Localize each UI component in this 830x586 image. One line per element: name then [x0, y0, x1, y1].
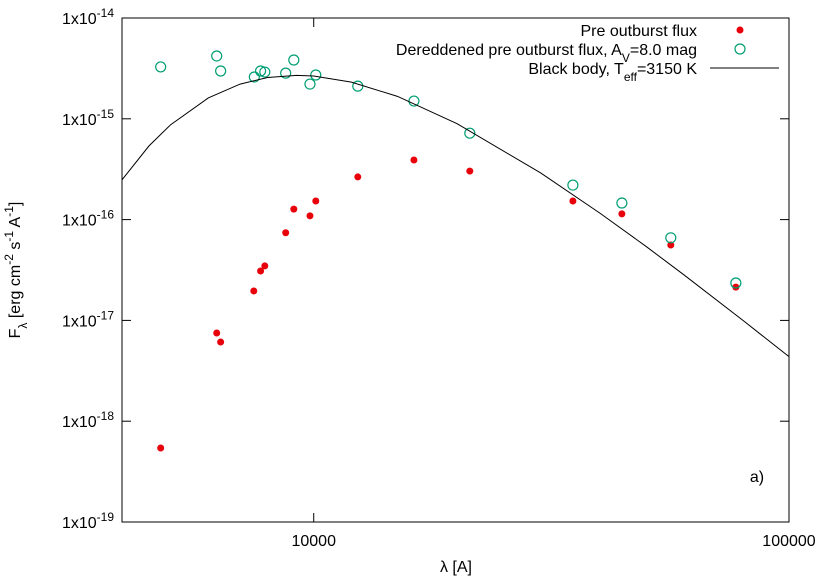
- y-tick-label: 1x10-17: [62, 308, 114, 330]
- text-segment: Black body, T: [528, 61, 624, 78]
- data-point: [248, 71, 260, 83]
- tick-base: 1x10: [62, 313, 97, 330]
- data-point: [290, 205, 298, 213]
- data-point: [667, 241, 675, 249]
- text-segment: -1: [2, 206, 16, 217]
- tick-base: 1x10: [62, 112, 97, 129]
- text-segment: -2: [2, 254, 16, 265]
- legend-symbol: [734, 43, 746, 55]
- data-point: [665, 232, 677, 244]
- text-segment: V: [622, 51, 630, 65]
- legend-label: Dereddened pre outburst flux, AV=8.0 mag: [396, 42, 697, 65]
- curve: [121, 74, 790, 358]
- legend-label: Pre outburst flux: [581, 23, 698, 40]
- data-point: [215, 65, 227, 77]
- data-point: [618, 210, 626, 218]
- data-point: [250, 287, 258, 295]
- data-point: [354, 173, 362, 181]
- data-point: [261, 262, 269, 270]
- tick-base: 1x10: [62, 213, 97, 230]
- data-point: [569, 197, 577, 205]
- plot-frame: [121, 17, 790, 523]
- data-point: [306, 212, 314, 220]
- data-point: [259, 66, 271, 78]
- text-segment: Dereddened pre outburst flux, A: [396, 42, 622, 59]
- data-point: [304, 78, 316, 90]
- text-segment: =8.0 mag: [630, 42, 697, 59]
- data-point: [312, 197, 320, 205]
- data-point: [211, 50, 223, 62]
- text-segment: F: [7, 328, 24, 338]
- tick-exp: -18: [97, 409, 115, 423]
- data-point: [466, 167, 474, 175]
- annotation: a): [750, 469, 764, 486]
- text-segment: eff: [624, 70, 638, 84]
- legend-label: Black body, Teff=3150 K: [528, 61, 697, 84]
- tick-exp: -15: [97, 107, 115, 121]
- data-point: [257, 267, 265, 275]
- tick-base: 1x10: [62, 515, 97, 532]
- data-point: [567, 179, 579, 191]
- text-segment: ]: [7, 202, 24, 206]
- data-point: [410, 156, 418, 164]
- data-point: [282, 229, 290, 237]
- data-point: [254, 65, 267, 77]
- y-tick-label: 1x10-19: [62, 510, 114, 532]
- tick-exp: -14: [97, 6, 115, 20]
- data-point: [157, 444, 165, 452]
- tick-base: 1x10: [62, 414, 97, 431]
- tick-exp: -17: [97, 308, 115, 322]
- data-point: [217, 338, 225, 346]
- text-segment: s: [7, 242, 24, 254]
- x-tick-label: 100000: [762, 533, 815, 550]
- tick-exp: -19: [97, 510, 115, 524]
- data-point: [464, 127, 476, 139]
- data-point: [616, 197, 628, 209]
- data-point: [732, 283, 740, 291]
- legend-symbol: [736, 26, 744, 34]
- text-segment: λ: [16, 323, 30, 329]
- data-point: [310, 69, 322, 81]
- y-tick-label: 1x10-16: [62, 208, 114, 230]
- text-segment: Pre outburst flux: [581, 23, 698, 40]
- text-segment: A: [7, 216, 24, 231]
- data-point: [730, 277, 742, 289]
- data-point: [213, 329, 221, 337]
- text-segment: [erg cm: [7, 265, 24, 323]
- x-axis-label: λ [A]: [440, 559, 472, 576]
- y-axis-label: Fλ [erg cm-2 s-1 A-1]: [2, 202, 30, 339]
- tick-base: 1x10: [62, 11, 97, 28]
- text-segment: -1: [2, 231, 16, 242]
- y-tick-label: 1x10-14: [62, 6, 114, 28]
- text-segment: =3150 K: [637, 61, 697, 78]
- y-tick-label: 1x10-18: [62, 409, 114, 431]
- y-tick-label: 1x10-15: [62, 107, 114, 129]
- data-point: [408, 95, 420, 107]
- data-point: [288, 54, 300, 66]
- tick-exp: -16: [97, 208, 115, 222]
- x-tick-label: 10000: [291, 533, 336, 550]
- data-point: [280, 67, 292, 79]
- data-point: [155, 61, 167, 73]
